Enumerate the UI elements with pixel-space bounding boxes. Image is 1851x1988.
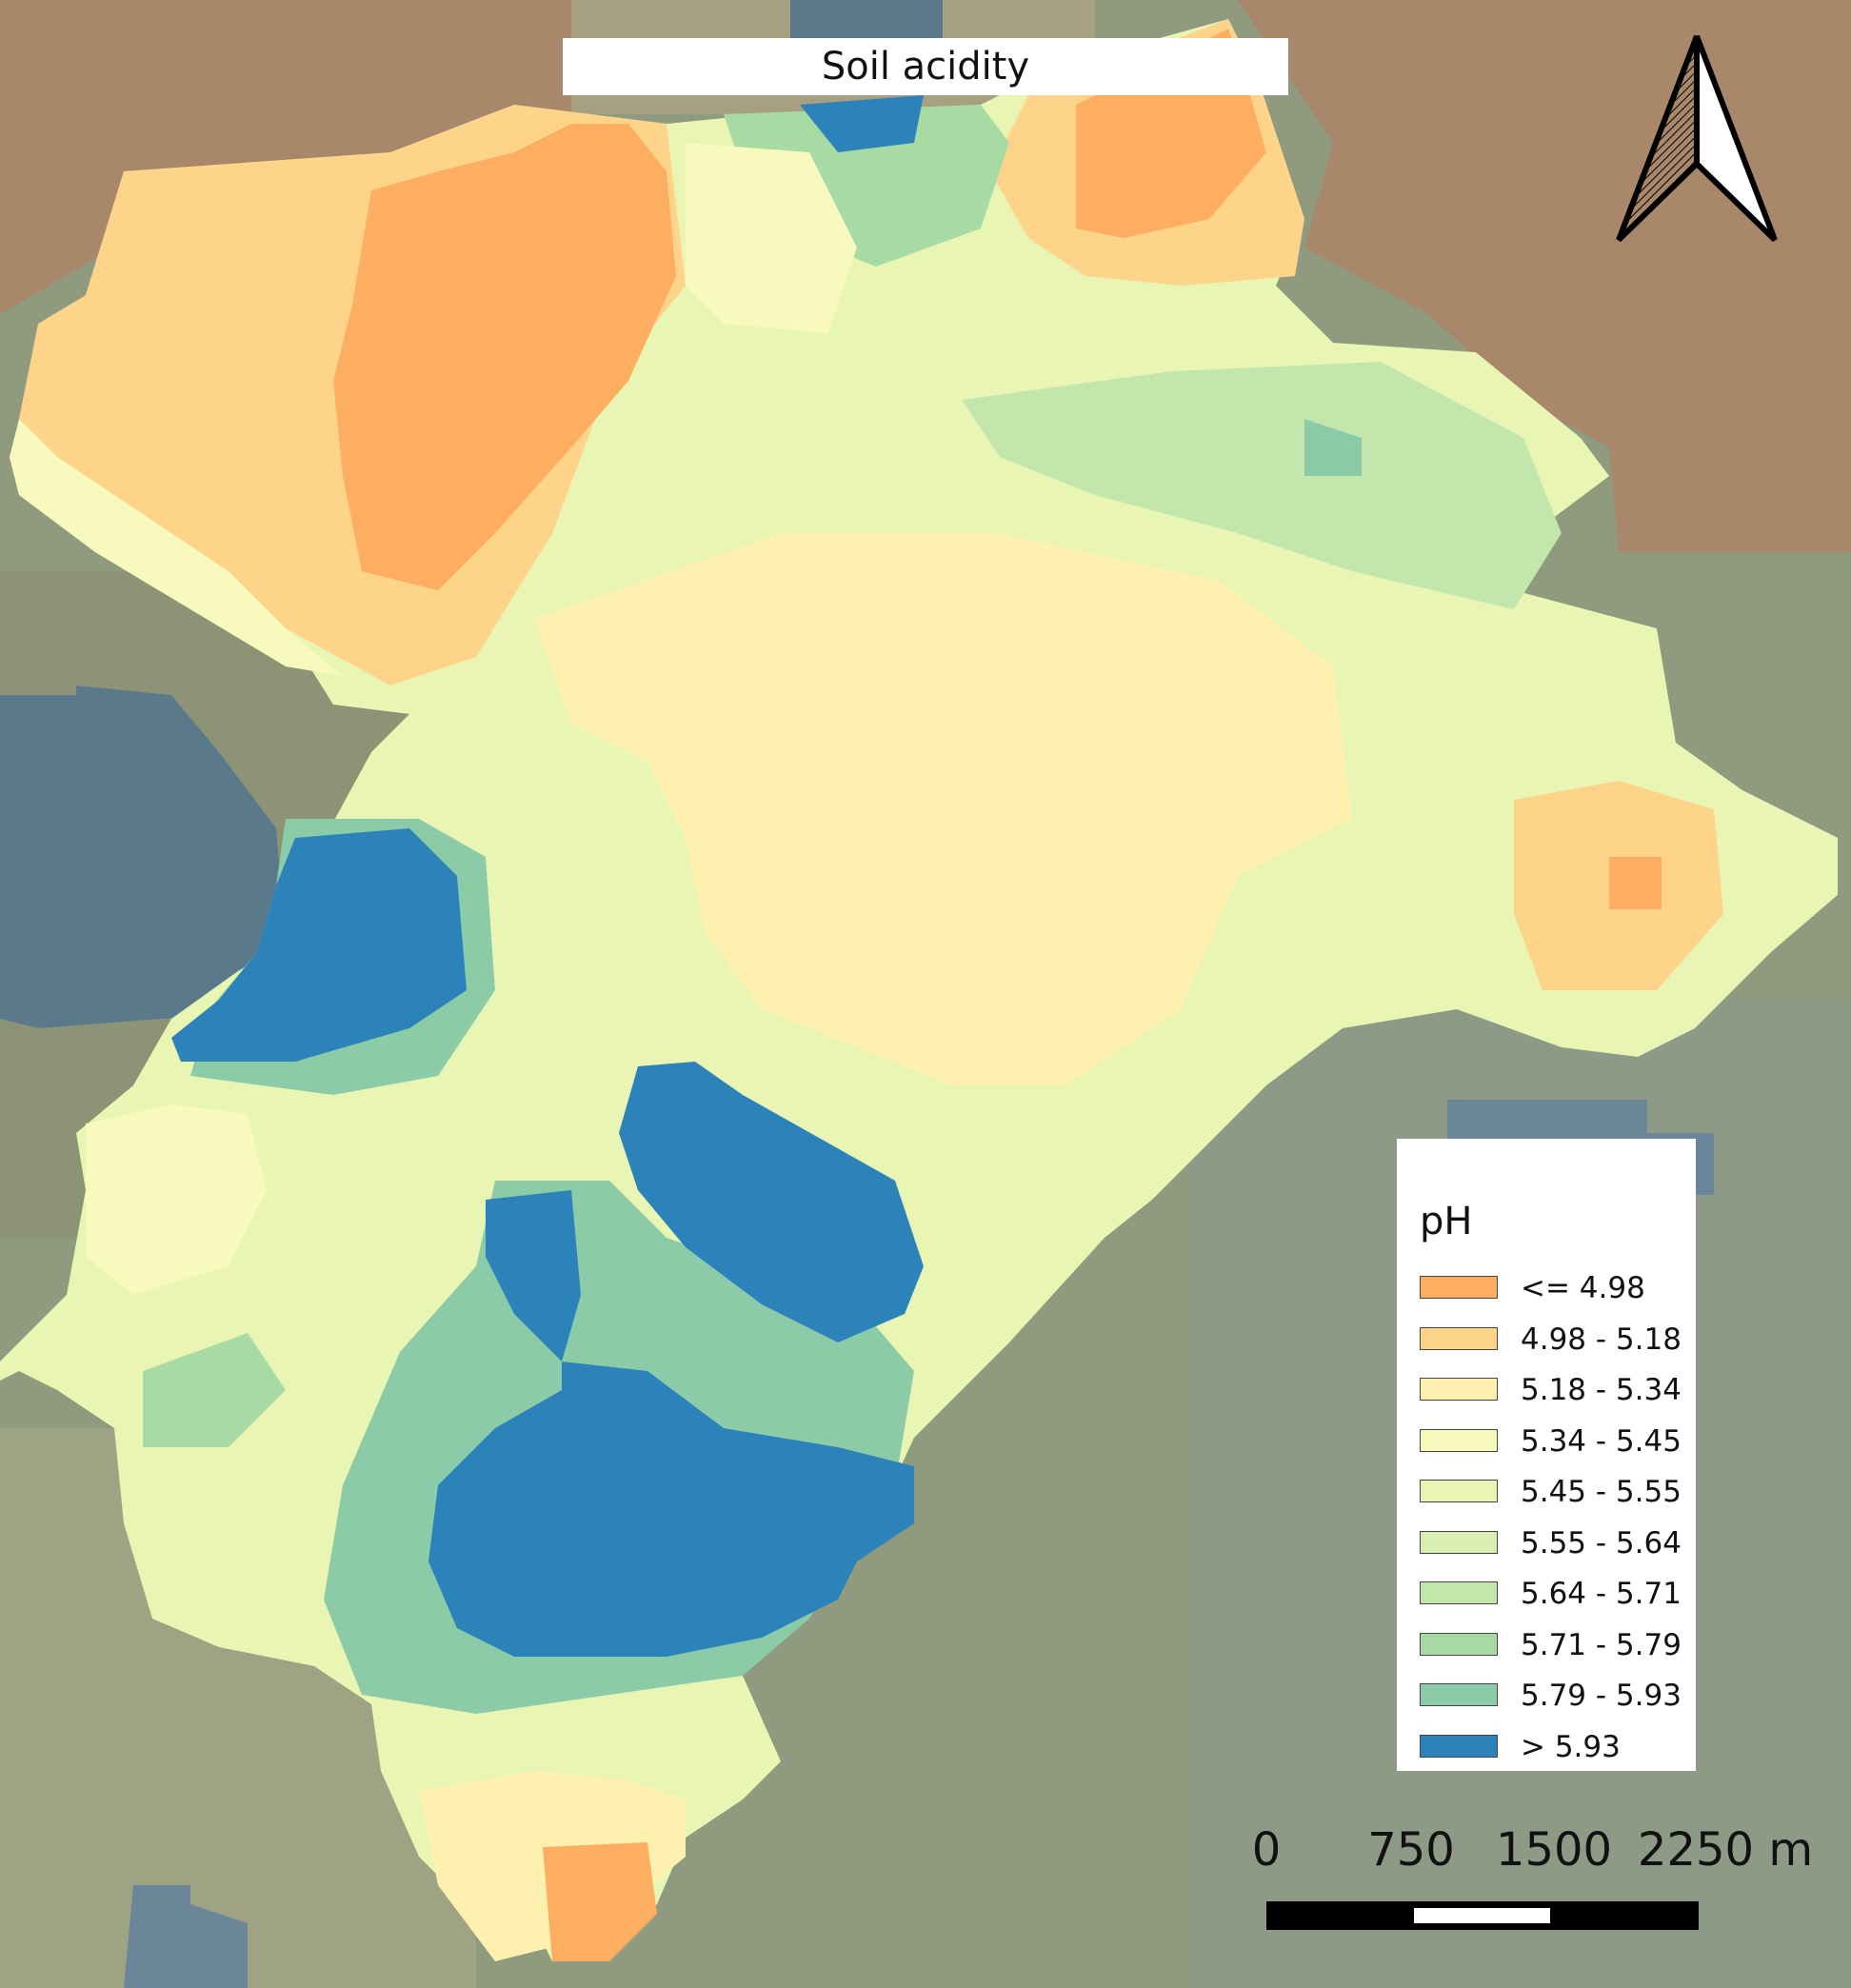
scale-label: 0 (1251, 1823, 1282, 1877)
zone-orange-nw (333, 124, 676, 590)
legend-item: 5.64 - 5.71 (1420, 1578, 1682, 1629)
north-arrow-right-half (1694, 34, 1778, 243)
legend-items: <= 4.98 4.98 - 5.18 5.18 - 5.34 5.34 - 5… (1420, 1272, 1682, 1781)
zone-green-east (962, 362, 1562, 609)
zone-pale-center (533, 533, 1352, 1085)
map-title: Soil acidity (563, 38, 1288, 95)
legend-swatch (1420, 1530, 1498, 1554)
scale-bar-white-segment (1414, 1908, 1550, 1923)
scale-label: 2250 m (1637, 1823, 1814, 1877)
legend-swatch (1420, 1683, 1498, 1706)
legend-label: 5.64 - 5.71 (1521, 1577, 1682, 1611)
legend-swatch (1420, 1276, 1498, 1299)
legend-swatch (1420, 1378, 1498, 1401)
terrain-brown-nw (0, 0, 571, 314)
zone-blue-south (428, 1362, 914, 1657)
scale-bar: 0 750 1500 2250 m (1238, 1823, 1828, 1947)
legend-swatch (1420, 1734, 1498, 1758)
legend-title: pH (1420, 1200, 1473, 1243)
legend-item: 5.79 - 5.93 (1420, 1680, 1682, 1731)
legend-item: 4.98 - 5.18 (1420, 1323, 1682, 1375)
zone-blue-diag (619, 1062, 924, 1342)
scale-label: 750 (1367, 1823, 1455, 1877)
legend-swatch (1420, 1326, 1498, 1350)
zone-blue-west (171, 828, 467, 1062)
legend-item: 5.34 - 5.45 (1420, 1425, 1682, 1477)
zone-pale-nw (10, 419, 343, 676)
legend-item: 5.18 - 5.34 (1420, 1374, 1682, 1425)
legend-item: 5.45 - 5.55 (1420, 1476, 1682, 1527)
zone-yellow-southwest (86, 1104, 267, 1295)
zone-teal-east (1304, 419, 1362, 476)
legend-label: <= 4.98 (1521, 1271, 1645, 1305)
legend-swatch (1420, 1428, 1498, 1452)
legend-label: 5.34 - 5.45 (1521, 1423, 1682, 1459)
legend-panel: pH <= 4.98 4.98 - 5.18 5.18 - 5.34 5.34 … (1397, 1139, 1696, 1771)
zone-blue-north (800, 95, 924, 152)
legend-label: 5.71 - 5.79 (1521, 1627, 1682, 1662)
scale-bar-graphic (1266, 1901, 1699, 1930)
terrain-darkblue-west (0, 686, 286, 1028)
legend-item: 5.55 - 5.64 (1420, 1527, 1682, 1579)
zone-orange-east (1609, 857, 1662, 909)
legend-label: > 5.93 (1521, 1729, 1621, 1764)
legend-item: <= 4.98 (1420, 1272, 1682, 1323)
zone-green-southwest (143, 1333, 286, 1447)
legend-label: 5.79 - 5.93 (1521, 1679, 1682, 1713)
legend-label: 5.55 - 5.64 (1521, 1525, 1682, 1561)
zone-orange-south-tip (543, 1842, 657, 1961)
north-arrow-icon (1616, 34, 1778, 243)
legend-label: 4.98 - 5.18 (1521, 1322, 1682, 1357)
legend-item: 5.71 - 5.79 (1420, 1629, 1682, 1680)
legend-swatch (1420, 1581, 1498, 1604)
zone-blue-south-west (486, 1190, 581, 1362)
zone-mid-north (686, 143, 857, 333)
legend-swatch (1420, 1632, 1498, 1656)
north-arrow-left-half (1616, 34, 1700, 243)
legend-swatch (1420, 1480, 1498, 1502)
legend-label: 5.18 - 5.34 (1521, 1373, 1682, 1407)
terrain-darkblue-south (124, 1885, 248, 1988)
legend-label: 5.45 - 5.55 (1521, 1475, 1682, 1509)
scale-label: 1500 (1495, 1823, 1613, 1877)
legend-item: > 5.93 (1420, 1731, 1682, 1782)
